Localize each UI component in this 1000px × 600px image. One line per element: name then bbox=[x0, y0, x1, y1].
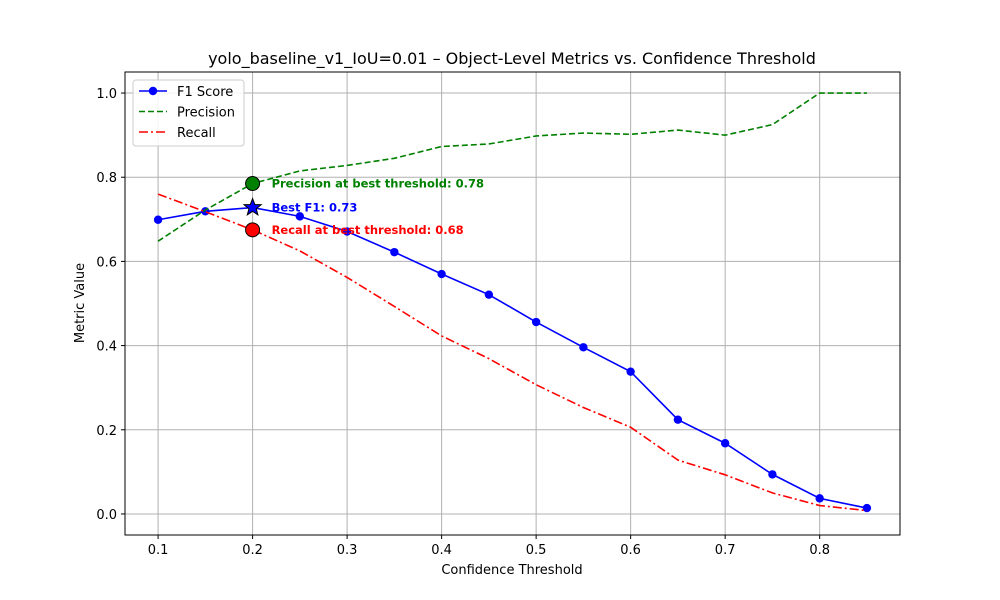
y-tick-label: 0.0 bbox=[96, 508, 117, 523]
y-tick-label: 0.8 bbox=[96, 171, 117, 186]
x-tick-label: 0.4 bbox=[431, 543, 452, 558]
x-tick-label: 0.1 bbox=[148, 543, 169, 558]
x-tick-label: 0.6 bbox=[620, 543, 641, 558]
series-line-recall bbox=[157, 193, 868, 512]
x-tick-label: 0.2 bbox=[242, 543, 263, 558]
f1-best-marker bbox=[242, 197, 263, 216]
f1-best-label: Best F1: 0.73 bbox=[272, 201, 358, 215]
x-tick-label: 0.3 bbox=[337, 543, 358, 558]
x-tick-label: 0.5 bbox=[526, 543, 547, 558]
data-point-f1-score bbox=[579, 343, 588, 352]
legend-label-recall: Recall bbox=[177, 126, 216, 141]
precision-best-label: Precision at best threshold: 0.78 bbox=[272, 177, 484, 191]
data-point-f1-score bbox=[626, 367, 635, 376]
y-tick-label: 0.4 bbox=[96, 340, 117, 355]
recall-best-marker bbox=[245, 222, 261, 238]
data-point-f1-score bbox=[862, 503, 872, 513]
x-tick-label: 0.8 bbox=[809, 543, 830, 558]
data-point-f1-score bbox=[815, 494, 824, 503]
y-axis-ticks: 0.0 0.2 0.4 0.6 0.8 1.0 bbox=[96, 87, 125, 523]
x-axis-label: Confidence Threshold bbox=[441, 563, 582, 578]
legend-marker-f1-score bbox=[148, 86, 158, 96]
y-tick-label: 1.0 bbox=[96, 87, 117, 102]
x-tick-label: 0.7 bbox=[715, 543, 736, 558]
data-point-f1-score bbox=[720, 439, 730, 448]
data-point-f1-score bbox=[153, 215, 163, 224]
y-tick-label: 0.6 bbox=[96, 255, 117, 270]
recall-best-label: Recall at best threshold: 0.68 bbox=[272, 223, 464, 237]
data-point-f1-score bbox=[390, 247, 399, 257]
legend-label-precision: Precision bbox=[177, 106, 235, 121]
annotations-group: Precision at best threshold: 0.78 Best F1… bbox=[242, 176, 484, 238]
data-point-f1-score bbox=[531, 317, 541, 327]
data-point-f1-score bbox=[673, 415, 683, 424]
legend-label-f1-score: F1 Score bbox=[177, 85, 233, 100]
plot-frame bbox=[124, 71, 901, 536]
series-line-precision bbox=[157, 92, 867, 242]
y-tick-label: 0.2 bbox=[96, 424, 117, 439]
data-point-f1-score bbox=[342, 227, 352, 236]
x-axis-ticks: 0.1 0.2 0.3 0.4 0.5 0.6 0.7 0.8 bbox=[148, 535, 830, 558]
data-point-f1-score bbox=[484, 290, 494, 299]
y-axis-label: Metric Value bbox=[73, 263, 88, 343]
data-point-f1-score bbox=[295, 212, 305, 221]
chart-title: yolo_baseline_v1_IoU=0.01 – Object-Level… bbox=[208, 49, 816, 69]
legend-box bbox=[132, 79, 245, 147]
legend: F1 Score Precision Recall bbox=[132, 79, 245, 147]
data-point-f1-score bbox=[768, 470, 777, 479]
series-line-f1-score bbox=[157, 206, 868, 509]
data-point-f1-score bbox=[437, 269, 446, 279]
grid-lines bbox=[125, 72, 900, 535]
precision-best-marker bbox=[245, 176, 261, 192]
